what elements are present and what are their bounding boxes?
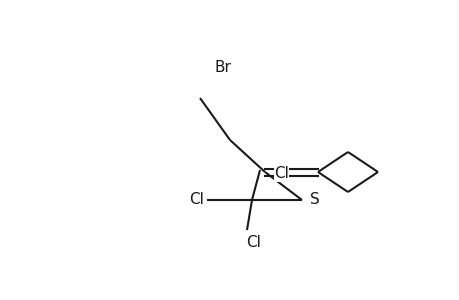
Text: Cl: Cl bbox=[274, 167, 288, 182]
Text: Br: Br bbox=[214, 61, 231, 76]
Text: S: S bbox=[309, 193, 319, 208]
Text: Cl: Cl bbox=[189, 193, 203, 208]
Text: Cl: Cl bbox=[246, 235, 261, 250]
